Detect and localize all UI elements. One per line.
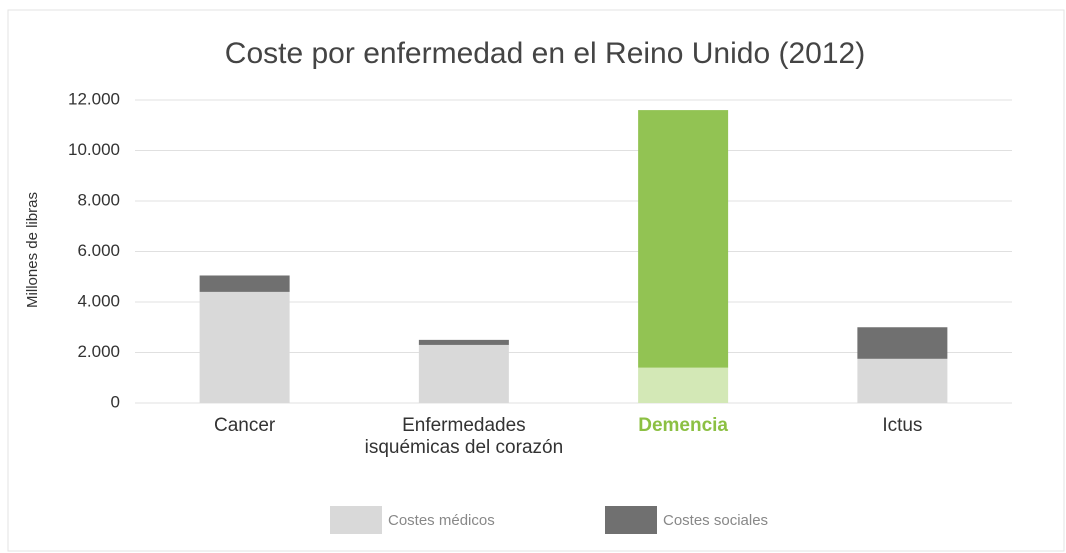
y-tick-label: 12.000 <box>68 89 120 108</box>
y-axis-label: Millones de libras <box>24 192 41 308</box>
legend-label: Costes médicos <box>388 512 495 529</box>
legend-swatch <box>330 506 382 534</box>
y-tick-label: 6.000 <box>77 241 120 260</box>
legend-swatch <box>605 506 657 534</box>
bar-segment <box>199 275 290 292</box>
bar-segment <box>857 327 948 359</box>
bar-segment <box>638 110 729 368</box>
bar-segment <box>199 291 290 403</box>
bar-segment <box>638 367 729 403</box>
chart-frame <box>7 9 1065 552</box>
y-tick-label: 8.000 <box>77 190 120 209</box>
legend-label: Costes sociales <box>663 512 768 529</box>
x-tick-label: Enfermedades isquémicas del corazón <box>365 415 564 458</box>
y-tick-label: 0 <box>111 392 120 411</box>
x-tick-label: Demencia <box>638 415 728 436</box>
bar-segment <box>418 344 509 403</box>
bar-segment <box>418 339 509 345</box>
x-tick-label: Cancer <box>214 415 276 436</box>
y-tick-label: 10.000 <box>68 140 120 159</box>
chart-title: Coste por enfermedad en el Reino Unido (… <box>225 37 865 70</box>
bar-segment <box>857 358 948 403</box>
y-tick-label: 4.000 <box>77 291 120 310</box>
y-tick-label: 2.000 <box>77 342 120 361</box>
x-tick-label: Ictus <box>882 415 922 436</box>
